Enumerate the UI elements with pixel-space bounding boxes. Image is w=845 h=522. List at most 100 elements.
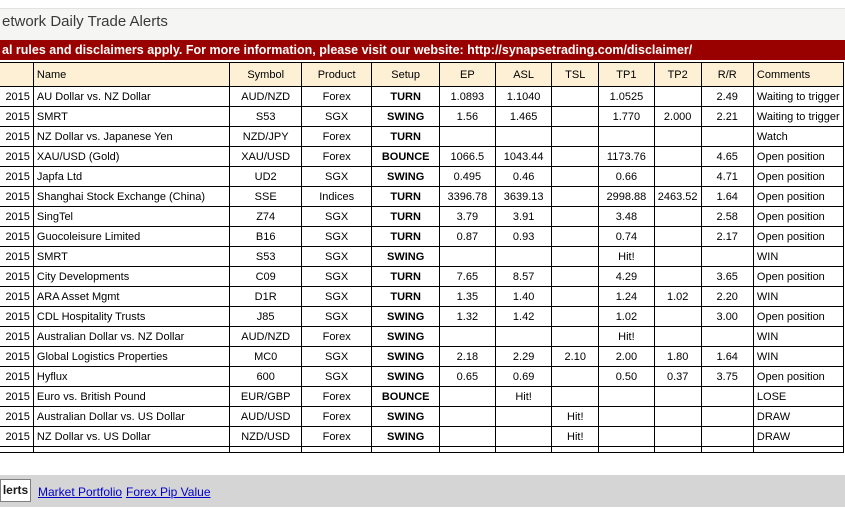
cell-tsl[interactable] (551, 286, 600, 307)
cell-comment[interactable]: Open position (752, 226, 845, 247)
cell-tp1[interactable]: Hit! (598, 246, 655, 267)
cell-tp1[interactable]: 1.0525 (598, 86, 655, 107)
cell-setup[interactable]: SWING (371, 346, 440, 367)
cell-symbol[interactable]: S53 (229, 246, 302, 267)
cell-asl[interactable]: 0.46 (494, 166, 553, 187)
cell-rr[interactable] (700, 426, 754, 447)
cell-asl[interactable]: 1.42 (494, 306, 553, 327)
cell-comment[interactable]: DRAW (752, 426, 845, 447)
cell-rr[interactable] (700, 446, 754, 453)
cell-asl[interactable] (494, 326, 553, 347)
cell-asl[interactable]: 0.69 (494, 366, 553, 387)
cell-comment[interactable]: Open position (752, 306, 845, 327)
cell-tp1[interactable] (598, 386, 655, 407)
cell-product[interactable]: Forex (300, 406, 373, 427)
cell-tp2[interactable] (653, 226, 702, 247)
cell-date[interactable]: 2015 (0, 126, 34, 147)
cell-setup[interactable]: SWING (371, 366, 440, 387)
cell-name[interactable]: Guocoleisure Limited (32, 226, 231, 247)
cell-tp2[interactable] (653, 326, 702, 347)
cell-name[interactable]: SingTel (32, 206, 231, 227)
cell-comment[interactable]: Open position (752, 266, 845, 287)
cell-asl[interactable]: 3.91 (494, 206, 553, 227)
cell-name[interactable]: SMRT (32, 106, 231, 127)
cell-tp1[interactable] (598, 426, 655, 447)
cell-tp1[interactable]: 2.00 (598, 346, 655, 367)
cell-asl[interactable]: 1043.44 (494, 146, 553, 167)
cell-asl[interactable]: Hit! (494, 386, 553, 407)
cell-comment[interactable]: DRAW (752, 406, 845, 427)
cell-date[interactable]: 2015 (0, 306, 34, 327)
cell-name[interactable]: Euro vs. British Pound (32, 386, 231, 407)
cell-date[interactable]: 2015 (0, 406, 34, 427)
cell-date[interactable]: 2015 (0, 106, 34, 127)
cell-tp2[interactable]: 2.000 (653, 106, 702, 127)
cell-comment[interactable]: WIN (752, 326, 845, 347)
cell-symbol[interactable]: NZD/JPY (229, 126, 302, 147)
cell-ep[interactable]: 7.65 (438, 266, 496, 287)
cell-ep[interactable]: 1.32 (438, 306, 496, 327)
cell-symbol[interactable]: UD2 (229, 166, 302, 187)
cell-tsl[interactable]: 2.10 (551, 346, 600, 367)
cell-setup[interactable]: TURN (371, 186, 440, 207)
cell-tsl[interactable] (551, 146, 600, 167)
cell-symbol[interactable]: EUR/GBP (229, 386, 302, 407)
cell-symbol[interactable]: XAU/USD (229, 146, 302, 167)
cell-tp1[interactable]: 3.48 (598, 206, 655, 227)
cell-ep[interactable] (438, 126, 496, 147)
cell-ep[interactable] (438, 406, 496, 427)
cell-setup[interactable]: SWING (371, 306, 440, 327)
cell-product[interactable]: SGX (300, 366, 373, 387)
cell-symbol[interactable]: C09 (229, 266, 302, 287)
cell-date[interactable]: 2015 (0, 286, 34, 307)
column-header-asl[interactable]: ASL (494, 62, 553, 87)
cell-ep[interactable] (438, 246, 496, 267)
cell-product[interactable]: Indices (300, 186, 373, 207)
tab-trade-alerts-active[interactable]: lerts (0, 479, 31, 502)
cell-product[interactable]: Forex (300, 426, 373, 447)
cell-product[interactable]: SGX (300, 166, 373, 187)
cell-date[interactable]: 2015 (0, 246, 34, 267)
column-header-tp2[interactable]: TP2 (653, 62, 702, 87)
cell-symbol[interactable] (229, 446, 302, 453)
cell-name[interactable]: Global Logistics Properties (32, 346, 231, 367)
cell-tp2[interactable] (653, 406, 702, 427)
cell-date[interactable]: 2015 (0, 266, 34, 287)
cell-ep[interactable] (438, 446, 496, 453)
cell-setup[interactable]: TURN (371, 286, 440, 307)
cell-date[interactable]: 2015 (0, 186, 34, 207)
cell-tp1[interactable]: 2998.88 (598, 186, 655, 207)
cell-tsl[interactable] (551, 226, 600, 247)
cell-product[interactable]: SGX (300, 286, 373, 307)
cell-setup[interactable]: TURN (371, 86, 440, 107)
cell-name[interactable]: NZ Dollar vs. Japanese Yen (32, 126, 231, 147)
cell-tp2[interactable]: 1.02 (653, 286, 702, 307)
cell-setup[interactable]: BOUNCE (371, 146, 440, 167)
column-header-symbol[interactable]: Symbol (229, 62, 302, 87)
cell-tp1[interactable] (598, 406, 655, 427)
cell-symbol[interactable]: AUD/USD (229, 406, 302, 427)
cell-asl[interactable]: 8.57 (494, 266, 553, 287)
cell-rr[interactable] (700, 246, 754, 267)
cell-tsl[interactable] (551, 386, 600, 407)
cell-tp1[interactable]: 1.02 (598, 306, 655, 327)
cell-comment[interactable]: WIN (752, 246, 845, 267)
cell-tp1[interactable]: 0.50 (598, 366, 655, 387)
cell-asl[interactable] (494, 406, 553, 427)
cell-product[interactable]: Forex (300, 326, 373, 347)
cell-product[interactable]: SGX (300, 246, 373, 267)
cell-ep[interactable]: 0.65 (438, 366, 496, 387)
cell-symbol[interactable]: S53 (229, 106, 302, 127)
cell-product[interactable] (300, 446, 373, 453)
cell-ep[interactable]: 3396.78 (438, 186, 496, 207)
cell-product[interactable]: Forex (300, 386, 373, 407)
cell-tsl[interactable]: Hit! (551, 426, 600, 447)
cell-symbol[interactable]: 600 (229, 366, 302, 387)
cell-tp2[interactable]: 0.37 (653, 366, 702, 387)
cell-ep[interactable]: 3.79 (438, 206, 496, 227)
cell-tp1[interactable]: Hit! (598, 326, 655, 347)
cell-tp2[interactable] (653, 206, 702, 227)
cell-product[interactable]: SGX (300, 226, 373, 247)
cell-setup[interactable]: TURN (371, 226, 440, 247)
cell-rr[interactable]: 2.21 (700, 106, 754, 127)
